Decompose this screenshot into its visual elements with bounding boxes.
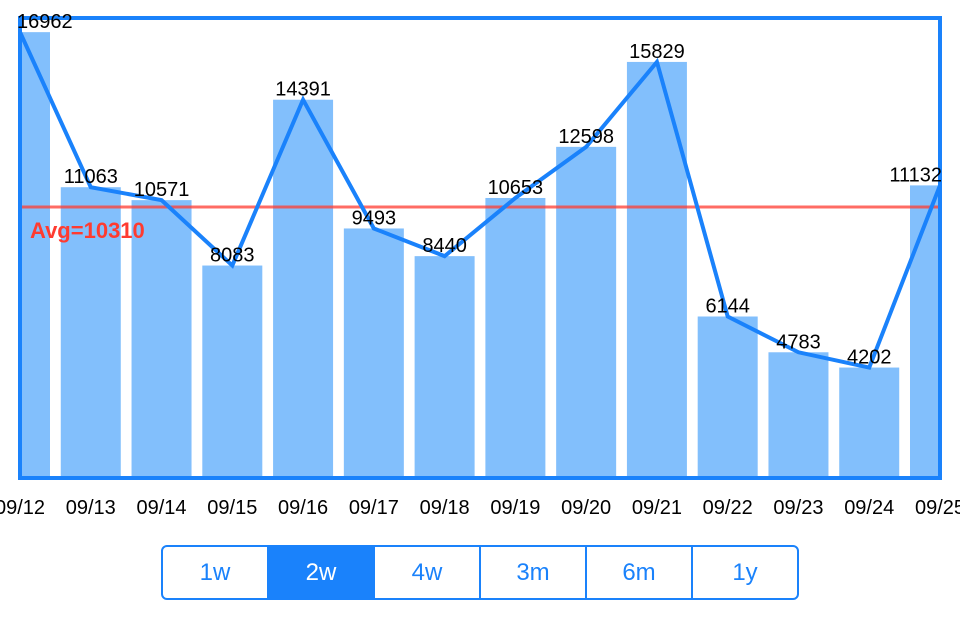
x-tick-label: 09/22 — [703, 497, 753, 519]
plot-frame — [18, 16, 942, 480]
data-label: 12598 — [558, 126, 614, 148]
data-label: 16962 — [17, 11, 73, 33]
data-label: 11063 — [64, 166, 118, 188]
bar — [556, 146, 617, 478]
bar — [839, 367, 900, 478]
range-option-1w[interactable]: 1w — [199, 558, 231, 586]
data-label: 10571 — [134, 179, 190, 201]
data-label: 14391 — [275, 79, 331, 101]
range-option-2w[interactable]: 2w — [267, 547, 373, 598]
bar — [626, 61, 687, 478]
bar — [20, 32, 50, 478]
data-label: 4202 — [847, 347, 892, 369]
data-label: 8083 — [210, 245, 255, 267]
bar — [60, 187, 121, 478]
range-selector: 1w 2w 4w 3m 6m 1y — [161, 545, 799, 600]
range-option-4w[interactable]: 4w — [373, 547, 479, 598]
bar — [343, 228, 404, 478]
series-line — [18, 31, 942, 370]
data-label-group: 16962 11063 10571 8083 14391 9493 8440 10653 125… — [17, 11, 942, 368]
bar — [485, 197, 546, 479]
bar — [697, 316, 758, 478]
data-label: 10653 — [488, 177, 544, 199]
bar — [131, 200, 192, 478]
data-label: 4783 — [776, 331, 821, 353]
x-tick-label: 09/23 — [773, 497, 823, 519]
x-tick-label: 09/16 — [278, 497, 328, 519]
x-tick-label: 09/25 — [915, 497, 960, 519]
x-tick-label: 09/19 — [490, 497, 540, 519]
data-label: 6144 — [705, 296, 750, 318]
x-tick-label: 09/20 — [561, 497, 611, 519]
data-label: 15829 — [629, 41, 685, 63]
x-tick-label: 09/12 — [0, 497, 45, 519]
chart: 16962 11063 10571 8083 14391 9493 8440 10653 125… — [0, 11, 960, 519]
x-tick-label: 09/14 — [137, 497, 187, 519]
x-tick-label: 09/17 — [349, 497, 399, 519]
bar-group — [20, 32, 940, 479]
x-tick-label: 09/13 — [66, 497, 116, 519]
data-label: 8440 — [422, 235, 467, 257]
bar — [273, 99, 334, 478]
bar — [768, 352, 829, 478]
range-option-6m[interactable]: 6m — [585, 547, 691, 598]
average-label: Avg=10310 — [30, 218, 145, 243]
data-label: 9493 — [352, 207, 397, 229]
range-option-1y[interactable]: 1y — [691, 547, 797, 598]
range-option-3m[interactable]: 3m — [479, 547, 585, 598]
bar — [414, 256, 475, 478]
data-label: 11132 — [889, 164, 942, 186]
x-tick-label: 09/15 — [207, 497, 257, 519]
bar — [202, 265, 263, 478]
bar — [910, 185, 940, 478]
x-tick-label: 09/24 — [844, 497, 894, 519]
x-tick-group: 09/12 09/13 09/14 09/15 09/16 09/17 09/18 09/19… — [0, 497, 960, 519]
x-tick-label: 09/21 — [632, 497, 682, 519]
x-tick-label: 09/18 — [420, 497, 470, 519]
